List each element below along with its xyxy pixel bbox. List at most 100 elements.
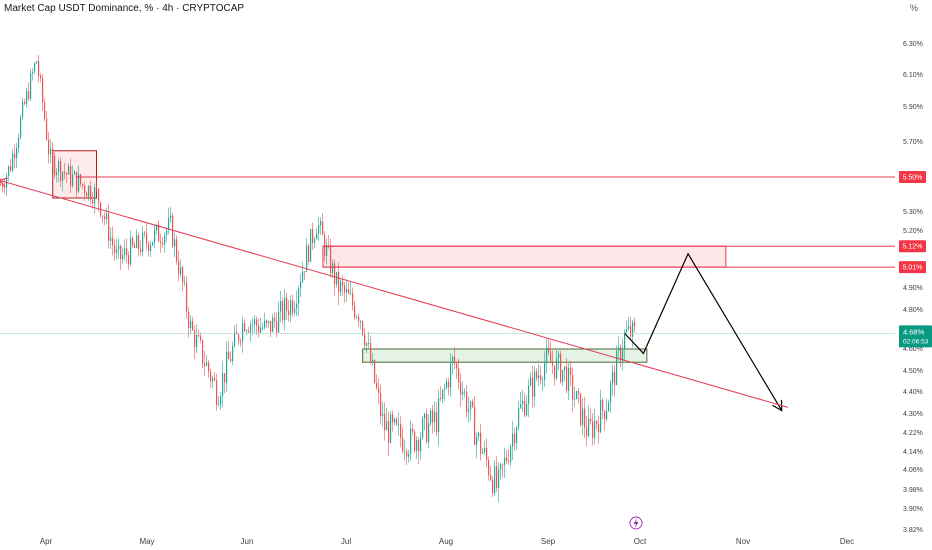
projection-path[interactable] — [624, 252, 781, 410]
candle-body — [430, 410, 432, 424]
candle — [516, 425, 518, 450]
candle — [234, 325, 236, 348]
candle-body — [270, 321, 272, 332]
candle-body — [196, 335, 198, 348]
candle-body — [294, 308, 296, 313]
candle-body — [396, 419, 398, 425]
candle — [486, 438, 488, 468]
candle-body — [154, 230, 156, 243]
candle — [266, 319, 268, 329]
candle — [412, 423, 414, 436]
candle — [314, 236, 316, 249]
candle-body — [540, 375, 542, 380]
candle-body — [496, 466, 498, 489]
x-tick-label: Aug — [439, 537, 453, 546]
candle-body — [116, 249, 118, 253]
candle-body — [18, 137, 20, 148]
candle-body — [214, 378, 216, 381]
candle-body — [448, 381, 450, 388]
candle — [362, 320, 364, 337]
x-tick-label: Oct — [634, 537, 647, 546]
candle-body — [546, 347, 548, 362]
candle — [600, 389, 602, 434]
candle-body — [340, 281, 342, 292]
candle — [174, 232, 176, 258]
candle-body — [498, 469, 500, 489]
candle — [552, 350, 554, 375]
demand-zone[interactable] — [362, 348, 648, 363]
supply-zone[interactable] — [322, 245, 727, 268]
candle-body — [570, 367, 572, 375]
candle — [66, 171, 68, 183]
candle-body — [164, 234, 166, 245]
candle — [386, 407, 388, 431]
candle-body — [594, 421, 596, 438]
candle — [252, 318, 254, 336]
candle — [420, 432, 422, 461]
candle — [300, 273, 302, 297]
candle-body — [192, 321, 194, 331]
candle-body — [24, 101, 26, 104]
candle-body — [288, 310, 290, 316]
candle — [130, 230, 132, 267]
candle-body — [434, 411, 436, 422]
candle-body — [474, 406, 476, 445]
lightning-icon[interactable] — [629, 516, 643, 530]
candle — [628, 316, 630, 331]
candle — [506, 450, 508, 464]
candle — [114, 239, 116, 261]
candle — [606, 398, 608, 422]
candle — [396, 417, 398, 426]
candle-body — [146, 233, 148, 244]
candle-body — [220, 396, 222, 405]
candle-body — [428, 423, 430, 442]
candle — [228, 340, 230, 360]
candle-body — [332, 263, 334, 274]
level-label-text: 5.12% — [903, 244, 923, 251]
candle — [44, 98, 46, 122]
candle — [426, 408, 428, 444]
candle-body — [602, 400, 604, 411]
candle — [500, 462, 502, 480]
candle-body — [96, 187, 98, 189]
candle — [310, 228, 312, 262]
candle-body — [368, 342, 370, 344]
candle-body — [168, 218, 170, 230]
candle — [292, 294, 294, 318]
candle — [244, 319, 246, 333]
candle — [562, 369, 564, 387]
candle — [530, 372, 532, 387]
candle-body — [536, 371, 538, 379]
current-price-text: 4.68% — [903, 327, 925, 336]
candle-body — [512, 433, 514, 447]
candle — [182, 265, 184, 292]
candle — [536, 368, 538, 382]
candle-body — [426, 413, 428, 442]
candle-body — [6, 175, 8, 188]
candle-body — [122, 254, 124, 260]
candle-body — [592, 421, 594, 438]
candle-body — [616, 350, 618, 385]
candle — [342, 275, 344, 296]
candle — [22, 97, 24, 120]
candle-body — [386, 421, 388, 431]
candle-body — [544, 361, 546, 380]
candle-body — [108, 213, 110, 241]
candle — [444, 383, 446, 401]
candle-body — [450, 363, 452, 388]
candle — [284, 288, 286, 331]
candle — [102, 215, 104, 224]
candle-body — [406, 451, 408, 457]
candle — [0, 178, 2, 187]
candle — [164, 232, 166, 253]
target-arrow[interactable] — [0, 181, 789, 408]
candle — [38, 54, 40, 83]
candle-body — [338, 271, 340, 292]
candle — [470, 400, 472, 421]
candle-body — [358, 317, 360, 322]
candle-body — [552, 362, 554, 366]
candle-body — [172, 215, 174, 247]
candle — [4, 177, 6, 194]
candle — [512, 420, 514, 460]
